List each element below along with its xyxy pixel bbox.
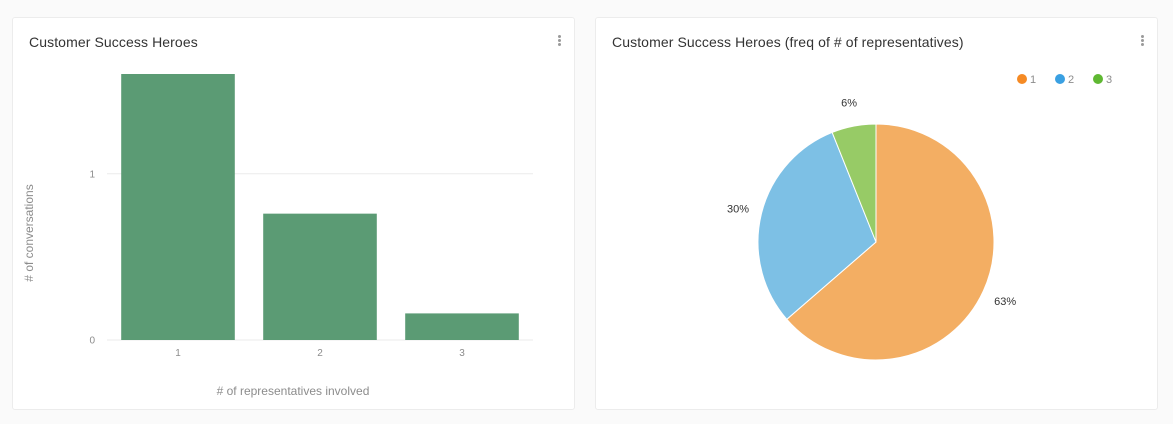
pie-chart-title: Customer Success Heroes (freq of # of re… (612, 34, 964, 50)
pie-slice-label: 63% (994, 296, 1016, 308)
pie-slice-label: 30% (727, 204, 749, 216)
pie-chart-card: Customer Success Heroes (freq of # of re… (595, 17, 1158, 410)
bar (121, 74, 235, 340)
x-tick-label: 1 (175, 348, 181, 359)
legend-swatch (1017, 74, 1027, 84)
x-tick-label: 3 (459, 348, 465, 359)
bar-chart-title: Customer Success Heroes (29, 34, 198, 50)
legend-label: 3 (1106, 74, 1112, 86)
pie-slice (831, 123, 877, 243)
pie-chart-plot: 63% 30% 6% 1 2 3 (727, 74, 1112, 361)
pie-slice (757, 131, 877, 320)
y-tick-label: 1 (89, 169, 95, 180)
pie-chart-menu-icon[interactable] (1139, 35, 1145, 49)
bar-chart-plot: 0 1 1 2 3 # of representatives involved # of c… (22, 74, 533, 398)
pie-slice (786, 123, 995, 361)
legend-swatch (1093, 74, 1103, 84)
legend-label: 1 (1030, 74, 1036, 86)
bar (263, 213, 377, 340)
x-tick-label: 2 (317, 348, 323, 359)
legend-label: 2 (1068, 74, 1074, 86)
bar-chart-card: Customer Success Heroes 0 1 1 2 3 # of repres… (12, 17, 575, 410)
x-axis-title: # of representatives involved (217, 384, 370, 398)
bar-chart-menu-icon[interactable] (556, 35, 562, 49)
y-tick-label: 0 (89, 336, 95, 347)
bar (405, 313, 519, 340)
legend-swatch (1055, 74, 1065, 84)
y-axis-title: # of conversations (22, 184, 36, 281)
pie-slice-label: 6% (841, 98, 857, 110)
